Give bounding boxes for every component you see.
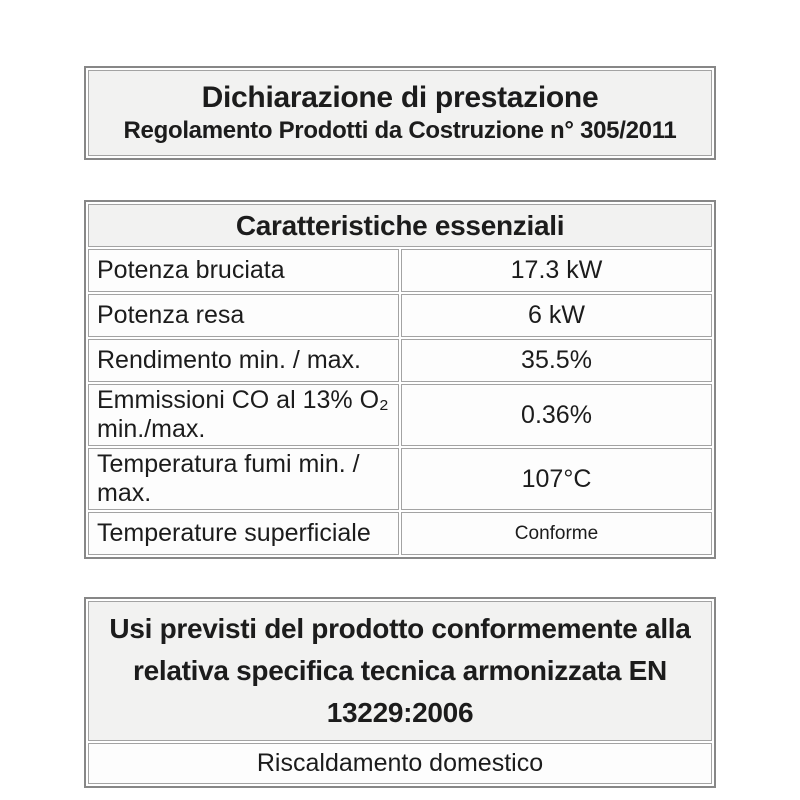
table-row-potenza-resa: Potenza resa 6 kW [88, 294, 712, 337]
row-label: Rendimento min. / max. [88, 339, 399, 382]
table-title: Caratteristiche essenziali [88, 204, 712, 247]
table-row-rendimento: Rendimento min. / max. 35.5% [88, 339, 712, 382]
table-row-potenza-bruciata: Potenza bruciata 17.3 kW [88, 249, 712, 292]
row-value: 107°C [401, 448, 712, 510]
row-label: Potenza bruciata [88, 249, 399, 292]
usage-value: Riscaldamento domestico [88, 743, 712, 784]
essential-characteristics-table: Caratteristiche essenziali Potenza bruci… [84, 200, 716, 559]
table-row-temperatura-fumi: Temperatura fumi min. / max. 107°C [88, 448, 712, 510]
row-value: 6 kW [401, 294, 712, 337]
declaration-header-box: Dichiarazione di prestazione Regolamento… [84, 66, 716, 160]
regulation-subtitle: Regolamento Prodotti da Costruzione n° 3… [123, 117, 677, 144]
usage-title: Usi previsti del prodotto conformemente … [88, 601, 712, 741]
intended-use-box: Usi previsti del prodotto conformemente … [84, 597, 716, 788]
row-label: Temperature superficiale [88, 512, 399, 555]
row-label: Emmissioni CO al 13% O₂ min./max. [88, 384, 399, 446]
row-label: Potenza resa [88, 294, 399, 337]
declaration-title: Dichiarazione di prestazione [201, 81, 599, 114]
usage-value-row: Riscaldamento domestico [88, 743, 712, 784]
table-header-row: Caratteristiche essenziali [88, 204, 712, 247]
row-value: 35.5% [401, 339, 712, 382]
row-value: 17.3 kW [401, 249, 712, 292]
row-value: Conforme [401, 512, 712, 555]
table-row-temperature-superficiale: Temperature superficiale Conforme [88, 512, 712, 555]
table-row-emissioni-co: Emmissioni CO al 13% O₂ min./max. 0.36% [88, 384, 712, 446]
row-label: Temperatura fumi min. / max. [88, 448, 399, 510]
usage-title-row: Usi previsti del prodotto conformemente … [88, 601, 712, 741]
row-value: 0.36% [401, 384, 712, 446]
declaration-header-cell: Dichiarazione di prestazione Regolamento… [88, 70, 712, 156]
